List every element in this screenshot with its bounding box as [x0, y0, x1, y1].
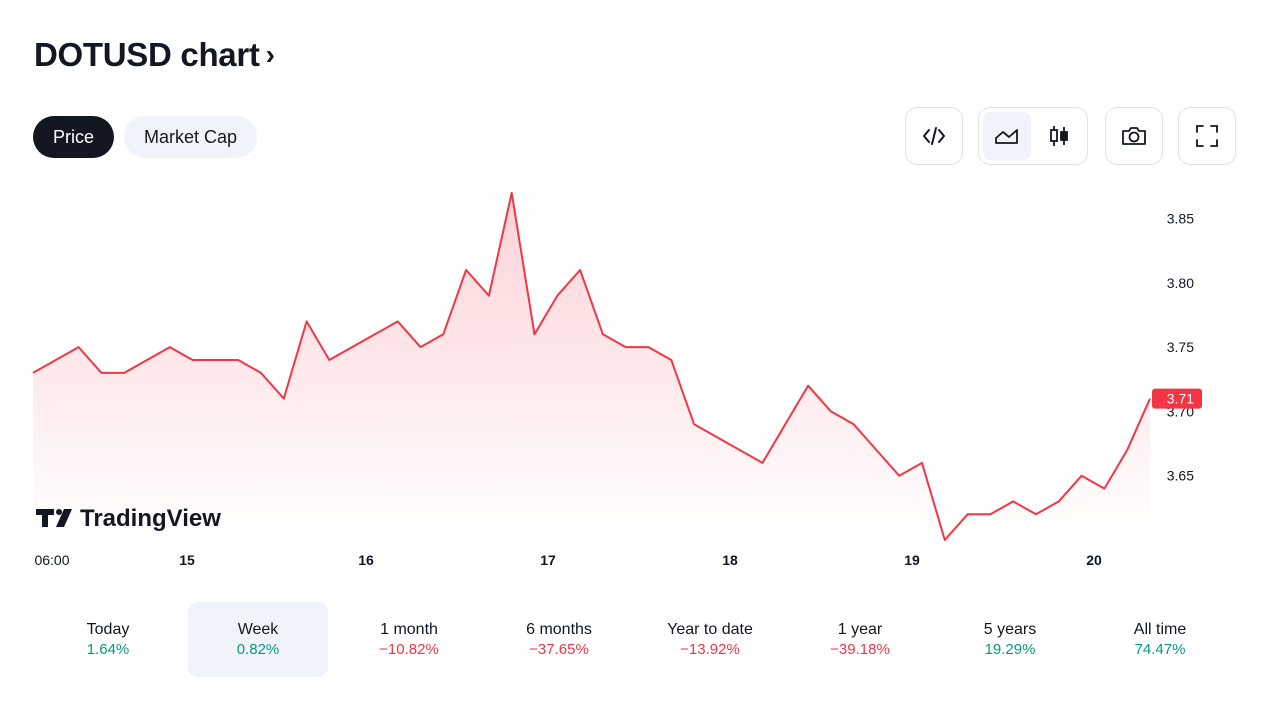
y-tick-label: 3.75 — [1167, 339, 1194, 355]
embed-button[interactable] — [905, 107, 963, 165]
x-tick-label: 18 — [722, 552, 738, 568]
x-tick-label: 19 — [904, 552, 920, 568]
last-price-badge — [1152, 388, 1202, 409]
chart-series-line — [32, 191, 1151, 541]
chart-area-fill — [33, 192, 1150, 540]
camera-icon — [1122, 127, 1146, 145]
area-fill — [33, 192, 1150, 540]
period-value: 74.47% — [1134, 640, 1186, 658]
y-tick-label: 3.85 — [1167, 211, 1194, 227]
candles-icon — [1050, 126, 1068, 146]
period-today[interactable]: Today 1.64% — [38, 602, 178, 677]
area-chart-icon — [995, 129, 1018, 144]
chevron-right-icon: › — [265, 39, 275, 70]
period-performance-bar: Today 1.64% Week 0.82% 1 month −10.82% 6… — [33, 602, 1233, 677]
period-value: 1.64% — [86, 640, 130, 658]
period-label: Week — [237, 620, 279, 638]
fullscreen-icon — [1196, 125, 1218, 147]
x-tick-label: 17 — [540, 552, 556, 568]
tab-market-cap[interactable]: Market Cap — [124, 116, 258, 158]
candles-button[interactable] — [1035, 112, 1083, 160]
period-label: 1 month — [380, 620, 438, 638]
period-5-years[interactable]: 5 years 19.29% — [940, 602, 1080, 677]
period-label: 5 years — [983, 620, 1037, 638]
period-label: All time — [1133, 620, 1187, 638]
period-value: 0.82% — [236, 640, 280, 658]
x-tick-label: 06:00 — [34, 552, 69, 568]
period-value: −10.82% — [379, 640, 439, 658]
period-label: 6 months — [526, 620, 592, 638]
fullscreen-button[interactable] — [1178, 107, 1236, 165]
period-all-time[interactable]: All time 74.47% — [1090, 602, 1230, 677]
period-label: 1 year — [837, 620, 883, 638]
period-1-month[interactable]: 1 month −10.82% — [339, 602, 479, 677]
last-price-text: 3.71 — [1167, 391, 1194, 407]
y-tick-label: 3.80 — [1167, 275, 1194, 291]
period-label: Year to date — [667, 620, 753, 638]
page-title[interactable]: DOTUSD chart › — [34, 36, 275, 74]
y-axis: 3.853.803.753.703.65 — [1167, 211, 1194, 484]
area-chart-button[interactable] — [983, 112, 1031, 160]
period-label: Today — [86, 620, 130, 638]
code-icon — [923, 127, 945, 145]
period-value: −37.65% — [529, 640, 589, 658]
tradingview-logo-icon — [36, 509, 72, 527]
period-year-to-date[interactable]: Year to date −13.92% — [640, 602, 780, 677]
x-axis: 06:00 15 16 17 18 19 20 — [34, 552, 1102, 568]
watermark-text: TradingView — [80, 505, 221, 532]
tradingview-watermark: TradingView — [36, 505, 221, 532]
x-tick-label: 16 — [358, 552, 374, 568]
period-1-year[interactable]: 1 year −39.18% — [790, 602, 930, 677]
price-line — [32, 191, 1151, 541]
x-tick-label: 20 — [1086, 552, 1102, 568]
period-value: −13.92% — [680, 640, 740, 658]
period-week[interactable]: Week 0.82% — [188, 602, 328, 677]
period-value: 19.29% — [984, 640, 1036, 658]
price-chart[interactable]: 3.853.803.753.703.65 06:00 15 16 17 18 19 20 3… — [0, 170, 1280, 580]
last-price-label: 3.71 — [1152, 388, 1202, 409]
tab-price[interactable]: Price — [33, 116, 115, 158]
chart-style-group — [978, 107, 1088, 165]
page-title-text: DOTUSD chart — [34, 36, 260, 73]
snapshot-button[interactable] — [1105, 107, 1163, 165]
chart-type-tabs: Price Market Cap — [33, 116, 258, 158]
x-tick-label: 15 — [179, 552, 195, 568]
period-6-months[interactable]: 6 months −37.65% — [489, 602, 629, 677]
y-tick-label: 3.65 — [1167, 468, 1194, 484]
period-value: −39.18% — [830, 640, 890, 658]
